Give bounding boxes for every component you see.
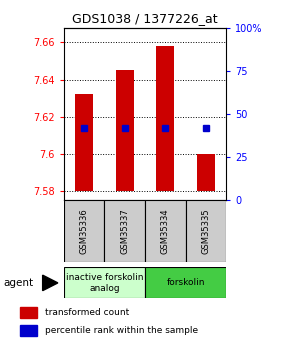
- Bar: [197, 154, 215, 191]
- Bar: [64, 267, 145, 298]
- Bar: [64, 200, 104, 262]
- Bar: [75, 95, 93, 191]
- Text: GSM35335: GSM35335: [201, 208, 211, 254]
- Text: GDS1038 / 1377226_at: GDS1038 / 1377226_at: [72, 12, 218, 26]
- Bar: [20, 325, 37, 336]
- Bar: [20, 307, 37, 318]
- Bar: [115, 70, 134, 191]
- Text: GSM35336: GSM35336: [79, 208, 89, 254]
- Polygon shape: [43, 275, 58, 290]
- Text: GSM35334: GSM35334: [161, 208, 170, 254]
- Bar: [145, 267, 226, 298]
- Text: transformed count: transformed count: [45, 308, 129, 317]
- Text: GSM35337: GSM35337: [120, 208, 129, 254]
- Bar: [186, 200, 226, 262]
- Bar: [145, 200, 186, 262]
- Text: percentile rank within the sample: percentile rank within the sample: [45, 326, 198, 335]
- Text: inactive forskolin
analog: inactive forskolin analog: [66, 273, 143, 293]
- Text: agent: agent: [3, 278, 33, 288]
- Text: forskolin: forskolin: [166, 278, 205, 287]
- Bar: [156, 46, 175, 191]
- Bar: [104, 200, 145, 262]
